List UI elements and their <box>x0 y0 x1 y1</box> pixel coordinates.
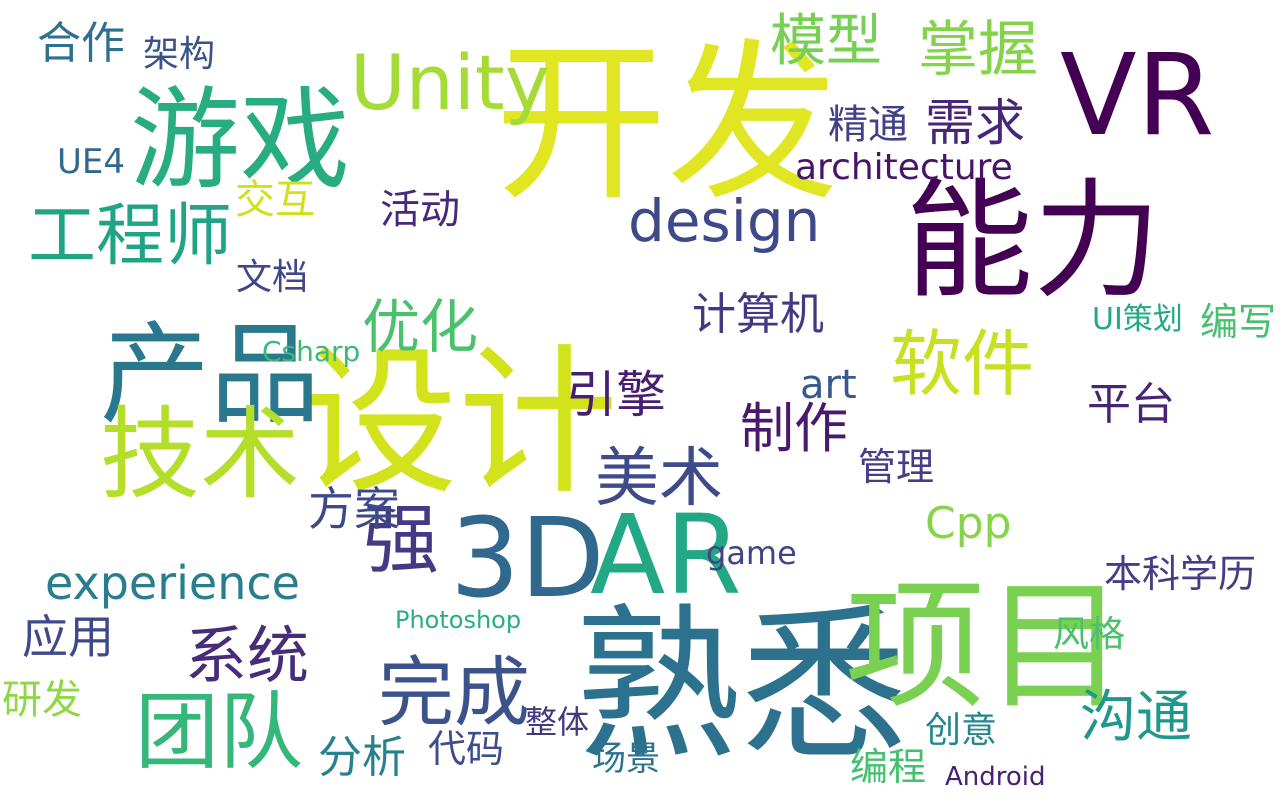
word-csharp: Csharp <box>262 335 361 368</box>
word-jingtong: 精通 <box>828 102 908 148</box>
word-hezuo: 合作 <box>37 18 125 69</box>
word-zhizuo: 制作 <box>740 397 848 460</box>
word-ruanjian: 软件 <box>890 322 1035 406</box>
word-gongchengshi: 工程师 <box>28 197 233 276</box>
word-youxi: 游戏 <box>130 76 350 204</box>
word-vr: VR <box>1060 31 1215 161</box>
word-meishu: 美术 <box>595 442 723 516</box>
word-biancheng: 编程 <box>850 745 927 789</box>
word-photoshop: Photoshop <box>395 606 522 634</box>
word-yingyong: 应用 <box>22 610 114 664</box>
word-huodong: 活动 <box>380 187 460 233</box>
word-wancheng: 完成 <box>378 648 530 737</box>
word-game: game <box>706 534 797 572</box>
word-xuqiu: 需求 <box>925 94 1025 152</box>
word-tuandui: 团队 <box>135 683 304 781</box>
word-fengge: 风格 <box>1053 614 1126 655</box>
word-benke: 本科学历 <box>1104 552 1257 596</box>
word-daima: 代码 <box>428 727 505 771</box>
word-cpp: Cpp <box>925 498 1012 549</box>
word-chuangyi: 创意 <box>925 710 998 751</box>
word-youhua: 优化 <box>362 293 479 361</box>
word-xiangmu: 项目 <box>845 566 1126 729</box>
word-chanpin: 产品 <box>100 311 320 439</box>
word-goutong: 沟通 <box>1080 685 1192 750</box>
word-fenxi: 分析 <box>318 732 406 783</box>
word-zhengti: 整体 <box>525 703 590 741</box>
word-changjing: 场景 <box>592 739 660 779</box>
word-uicehua: UI策划 <box>1092 302 1183 337</box>
word-pingtai: 平台 <box>1087 379 1175 430</box>
word-ue4: UE4 <box>57 142 125 182</box>
word-qiang: 强 <box>363 495 439 584</box>
word-unity: Unity <box>350 38 550 127</box>
word-jishu: 技术 <box>100 396 300 513</box>
word-yinqing: 引擎 <box>566 366 666 424</box>
word-android: Android <box>945 762 1046 792</box>
word-xitong: 系统 <box>185 619 310 692</box>
word-guanli: 管理 <box>858 445 935 489</box>
word-experience: experience <box>45 556 300 610</box>
word-design: design <box>628 187 821 255</box>
word-3d: 3D <box>450 494 605 622</box>
word-fangan: 方案 <box>308 482 400 536</box>
word-architecture: architecture <box>795 147 1013 188</box>
word-shuxi: 熟悉 <box>575 590 907 783</box>
word-art: art <box>800 362 857 408</box>
word-kaifa: 开发 <box>495 23 839 224</box>
word-bianxie: 编写 <box>1200 300 1277 344</box>
word-jiaohu: 交互 <box>235 177 315 223</box>
word-wendang: 文档 <box>236 257 309 298</box>
word-zhangwo: 掌握 <box>918 15 1038 85</box>
word-nengli: 能力 <box>905 167 1162 316</box>
word-ar: AR <box>590 491 742 619</box>
word-sheji: 设计 <box>298 329 619 516</box>
word-moxing: 模型 <box>770 9 882 74</box>
word-jiagou: 架构 <box>143 34 216 75</box>
word-yanfa: 研发 <box>2 677 82 723</box>
word-jisuanji: 计算机 <box>692 289 824 340</box>
